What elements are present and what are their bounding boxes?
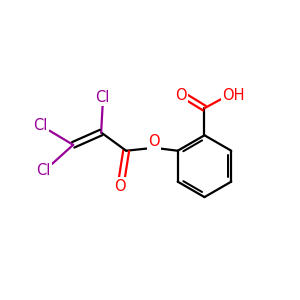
Text: O: O bbox=[115, 178, 126, 194]
Text: Cl: Cl bbox=[34, 118, 48, 133]
Text: O: O bbox=[175, 88, 187, 103]
Text: Cl: Cl bbox=[37, 163, 51, 178]
Text: O: O bbox=[148, 134, 159, 149]
Text: OH: OH bbox=[222, 88, 244, 103]
Text: Cl: Cl bbox=[95, 90, 110, 105]
